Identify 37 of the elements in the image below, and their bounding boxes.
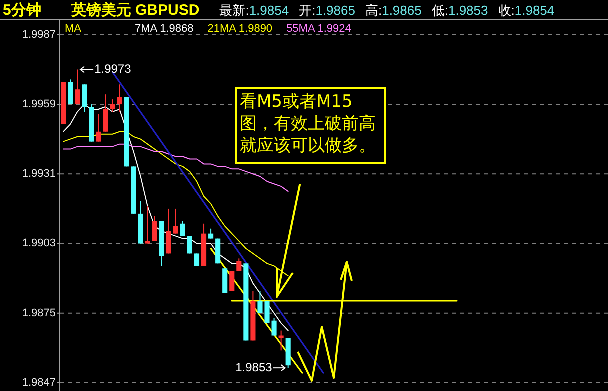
candlestick <box>96 114 102 142</box>
text: 21MA 1.9890 <box>208 23 273 35</box>
y-tick-label: 1.9847 <box>22 376 56 389</box>
legend-title: MA <box>65 23 82 35</box>
candlestick <box>110 99 116 112</box>
text: 高:1.9865 <box>365 3 422 18</box>
annotation: 看M5或者M15图，有效上破前高就应该可以做多。 <box>240 91 377 157</box>
candlestick <box>272 318 277 336</box>
candlestick <box>103 94 108 132</box>
chart-title: 5分钟 <box>3 2 42 19</box>
text: 收:1.9854 <box>498 3 555 18</box>
candlestick <box>230 270 235 292</box>
y-tick-label: 1.9931 <box>22 168 56 180</box>
chart-subtitle: 英镑美元 GBPUSD <box>70 1 200 19</box>
annotation: 1.9973 <box>94 62 132 76</box>
candlestick <box>180 220 186 237</box>
candlestick <box>117 84 122 112</box>
candlestick <box>236 258 242 272</box>
candlestick <box>194 253 200 267</box>
candlestick <box>68 79 74 106</box>
y-tick-label: 1.9959 <box>22 98 56 110</box>
candlestick <box>145 206 150 244</box>
candlestick <box>82 84 88 112</box>
candlestick <box>152 216 158 242</box>
text: 开:1.9865 <box>299 3 356 18</box>
text: 最新:1.9854 <box>220 3 290 18</box>
candlestick <box>208 228 214 240</box>
candlestick <box>173 208 178 234</box>
text: 低:1.9853 <box>432 3 488 18</box>
y-tick-label: 1.9903 <box>22 238 56 250</box>
annotation: 1.9853 <box>236 360 273 374</box>
text: 7MA 1.9868 <box>135 23 194 35</box>
candlestick <box>166 208 172 254</box>
text: 55MA 1.9924 <box>286 23 352 35</box>
candlestick <box>75 69 80 106</box>
y-tick-label: 1.9875 <box>22 307 56 320</box>
y-tick-label: 1.9987 <box>22 28 56 41</box>
